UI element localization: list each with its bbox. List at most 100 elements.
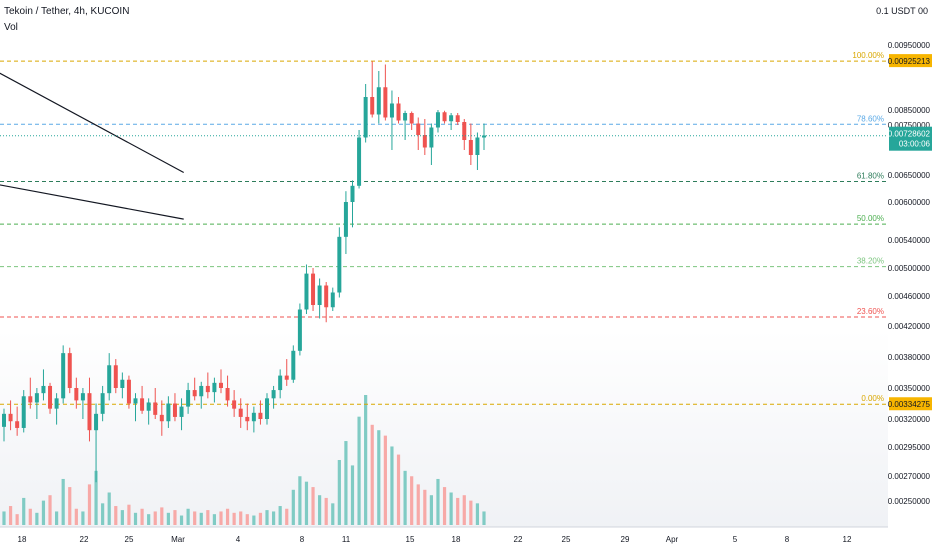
candle-body — [120, 379, 125, 388]
candle-body — [186, 390, 191, 407]
time-tick-label: 22 — [514, 535, 523, 544]
candle-body — [41, 385, 46, 394]
candle-body — [232, 400, 237, 409]
candle-body — [199, 385, 204, 397]
volume-bar — [449, 492, 453, 525]
candle-body — [74, 388, 79, 401]
volume-bar — [61, 478, 65, 525]
candle-body — [455, 115, 460, 122]
volume-bar — [166, 512, 170, 525]
candle-body — [416, 123, 421, 135]
fib-level-label: 78.60% — [857, 114, 884, 123]
volume-bar — [55, 511, 59, 525]
time-tick-label: 15 — [406, 535, 415, 544]
volume-bar — [140, 508, 144, 525]
candle-body — [238, 408, 243, 417]
volume-bar — [133, 512, 138, 525]
price-tick-label: 0.00350000 — [888, 384, 931, 393]
volume-label[interactable]: Vol — [4, 22, 18, 33]
fib-price-tag — [889, 397, 932, 411]
candle-body — [100, 393, 105, 414]
candle-body — [468, 140, 473, 155]
time-tick-label: 18 — [18, 535, 27, 544]
volume-bar — [41, 500, 46, 525]
volume-bar — [173, 510, 177, 525]
price-tick-label: 0.00380000 — [888, 353, 931, 362]
candle-body — [291, 350, 296, 380]
volume-bar — [252, 515, 256, 525]
candle-body — [297, 309, 302, 351]
volume-bar — [199, 512, 203, 525]
volume-bar — [245, 514, 249, 525]
volume-bar — [212, 514, 217, 525]
candle-body — [482, 135, 486, 138]
candle-body — [179, 406, 184, 417]
time-tick-label: 8 — [300, 535, 305, 544]
volume-bar — [120, 510, 124, 525]
candle-body — [21, 396, 26, 428]
volume-bar — [462, 495, 466, 525]
volume-bar — [153, 511, 157, 525]
candle-body — [278, 375, 283, 391]
candle-body — [383, 87, 388, 118]
volume-bar — [8, 506, 13, 525]
time-tick-label: 22 — [80, 535, 89, 544]
volume-bar — [94, 470, 98, 525]
candle-body — [205, 385, 210, 393]
candle-body — [218, 382, 223, 388]
volume-bar — [15, 514, 19, 525]
candle-body — [8, 413, 13, 422]
volume-bar — [219, 511, 223, 525]
price-tick-label: 0.00460000 — [888, 292, 931, 301]
candle-body — [153, 402, 158, 415]
candle-body — [370, 97, 375, 115]
candle-body — [442, 112, 447, 122]
volume-bar — [390, 446, 394, 525]
volume-bar — [87, 484, 92, 525]
price-tick-label: 0.00270000 — [888, 472, 931, 481]
price-tick-label: 0.00950000 — [888, 41, 931, 50]
volume-bar — [357, 416, 361, 525]
candle-body — [107, 365, 112, 394]
chart-title[interactable]: Tekoin / Tether, 4h, KUCOIN — [4, 6, 130, 17]
price-tick-label: 0.00295000 — [888, 443, 931, 452]
fib-price-tag — [889, 54, 932, 68]
volume-bar — [179, 515, 184, 525]
time-axis-bg — [0, 527, 888, 550]
volume-bar — [291, 489, 295, 525]
time-tick-label: 5 — [733, 535, 738, 544]
volume-bar — [48, 495, 52, 525]
candle-body — [48, 385, 53, 409]
price-tick-label: 0.00600000 — [888, 198, 931, 207]
price-tick-label: 0.00320000 — [888, 415, 931, 424]
volume-bar — [68, 487, 72, 525]
volume-bar — [383, 435, 387, 525]
candle-body — [435, 112, 440, 128]
candle-body — [396, 103, 401, 121]
volume-bar — [206, 510, 210, 525]
volume-bar — [364, 395, 368, 525]
volume-bar — [423, 489, 427, 525]
volume-bar — [403, 470, 407, 525]
price-tick-label: 0.00650000 — [888, 171, 931, 180]
candle-body — [265, 398, 270, 419]
volume-bar — [410, 476, 414, 525]
volume-bar — [436, 478, 440, 525]
volume-bar — [271, 511, 276, 525]
time-tick-label: Apr — [666, 535, 679, 544]
candle-body — [376, 87, 381, 115]
volume-bar — [239, 511, 243, 525]
volume-bar — [265, 510, 269, 525]
candle-body — [389, 103, 394, 118]
volume-bar — [416, 484, 420, 525]
last-price-tag — [889, 126, 932, 151]
candle-body — [449, 115, 454, 122]
volume-bar — [318, 495, 322, 525]
volume-bar — [28, 508, 32, 525]
candle-body — [429, 127, 434, 148]
volume-bar — [22, 497, 26, 525]
price-tick-label: 0.00540000 — [888, 236, 931, 245]
price-tick-label: 0.00750000 — [888, 121, 931, 130]
volume-bar — [304, 481, 309, 525]
currency-label[interactable]: 0.1 USDT 00 — [876, 6, 928, 16]
